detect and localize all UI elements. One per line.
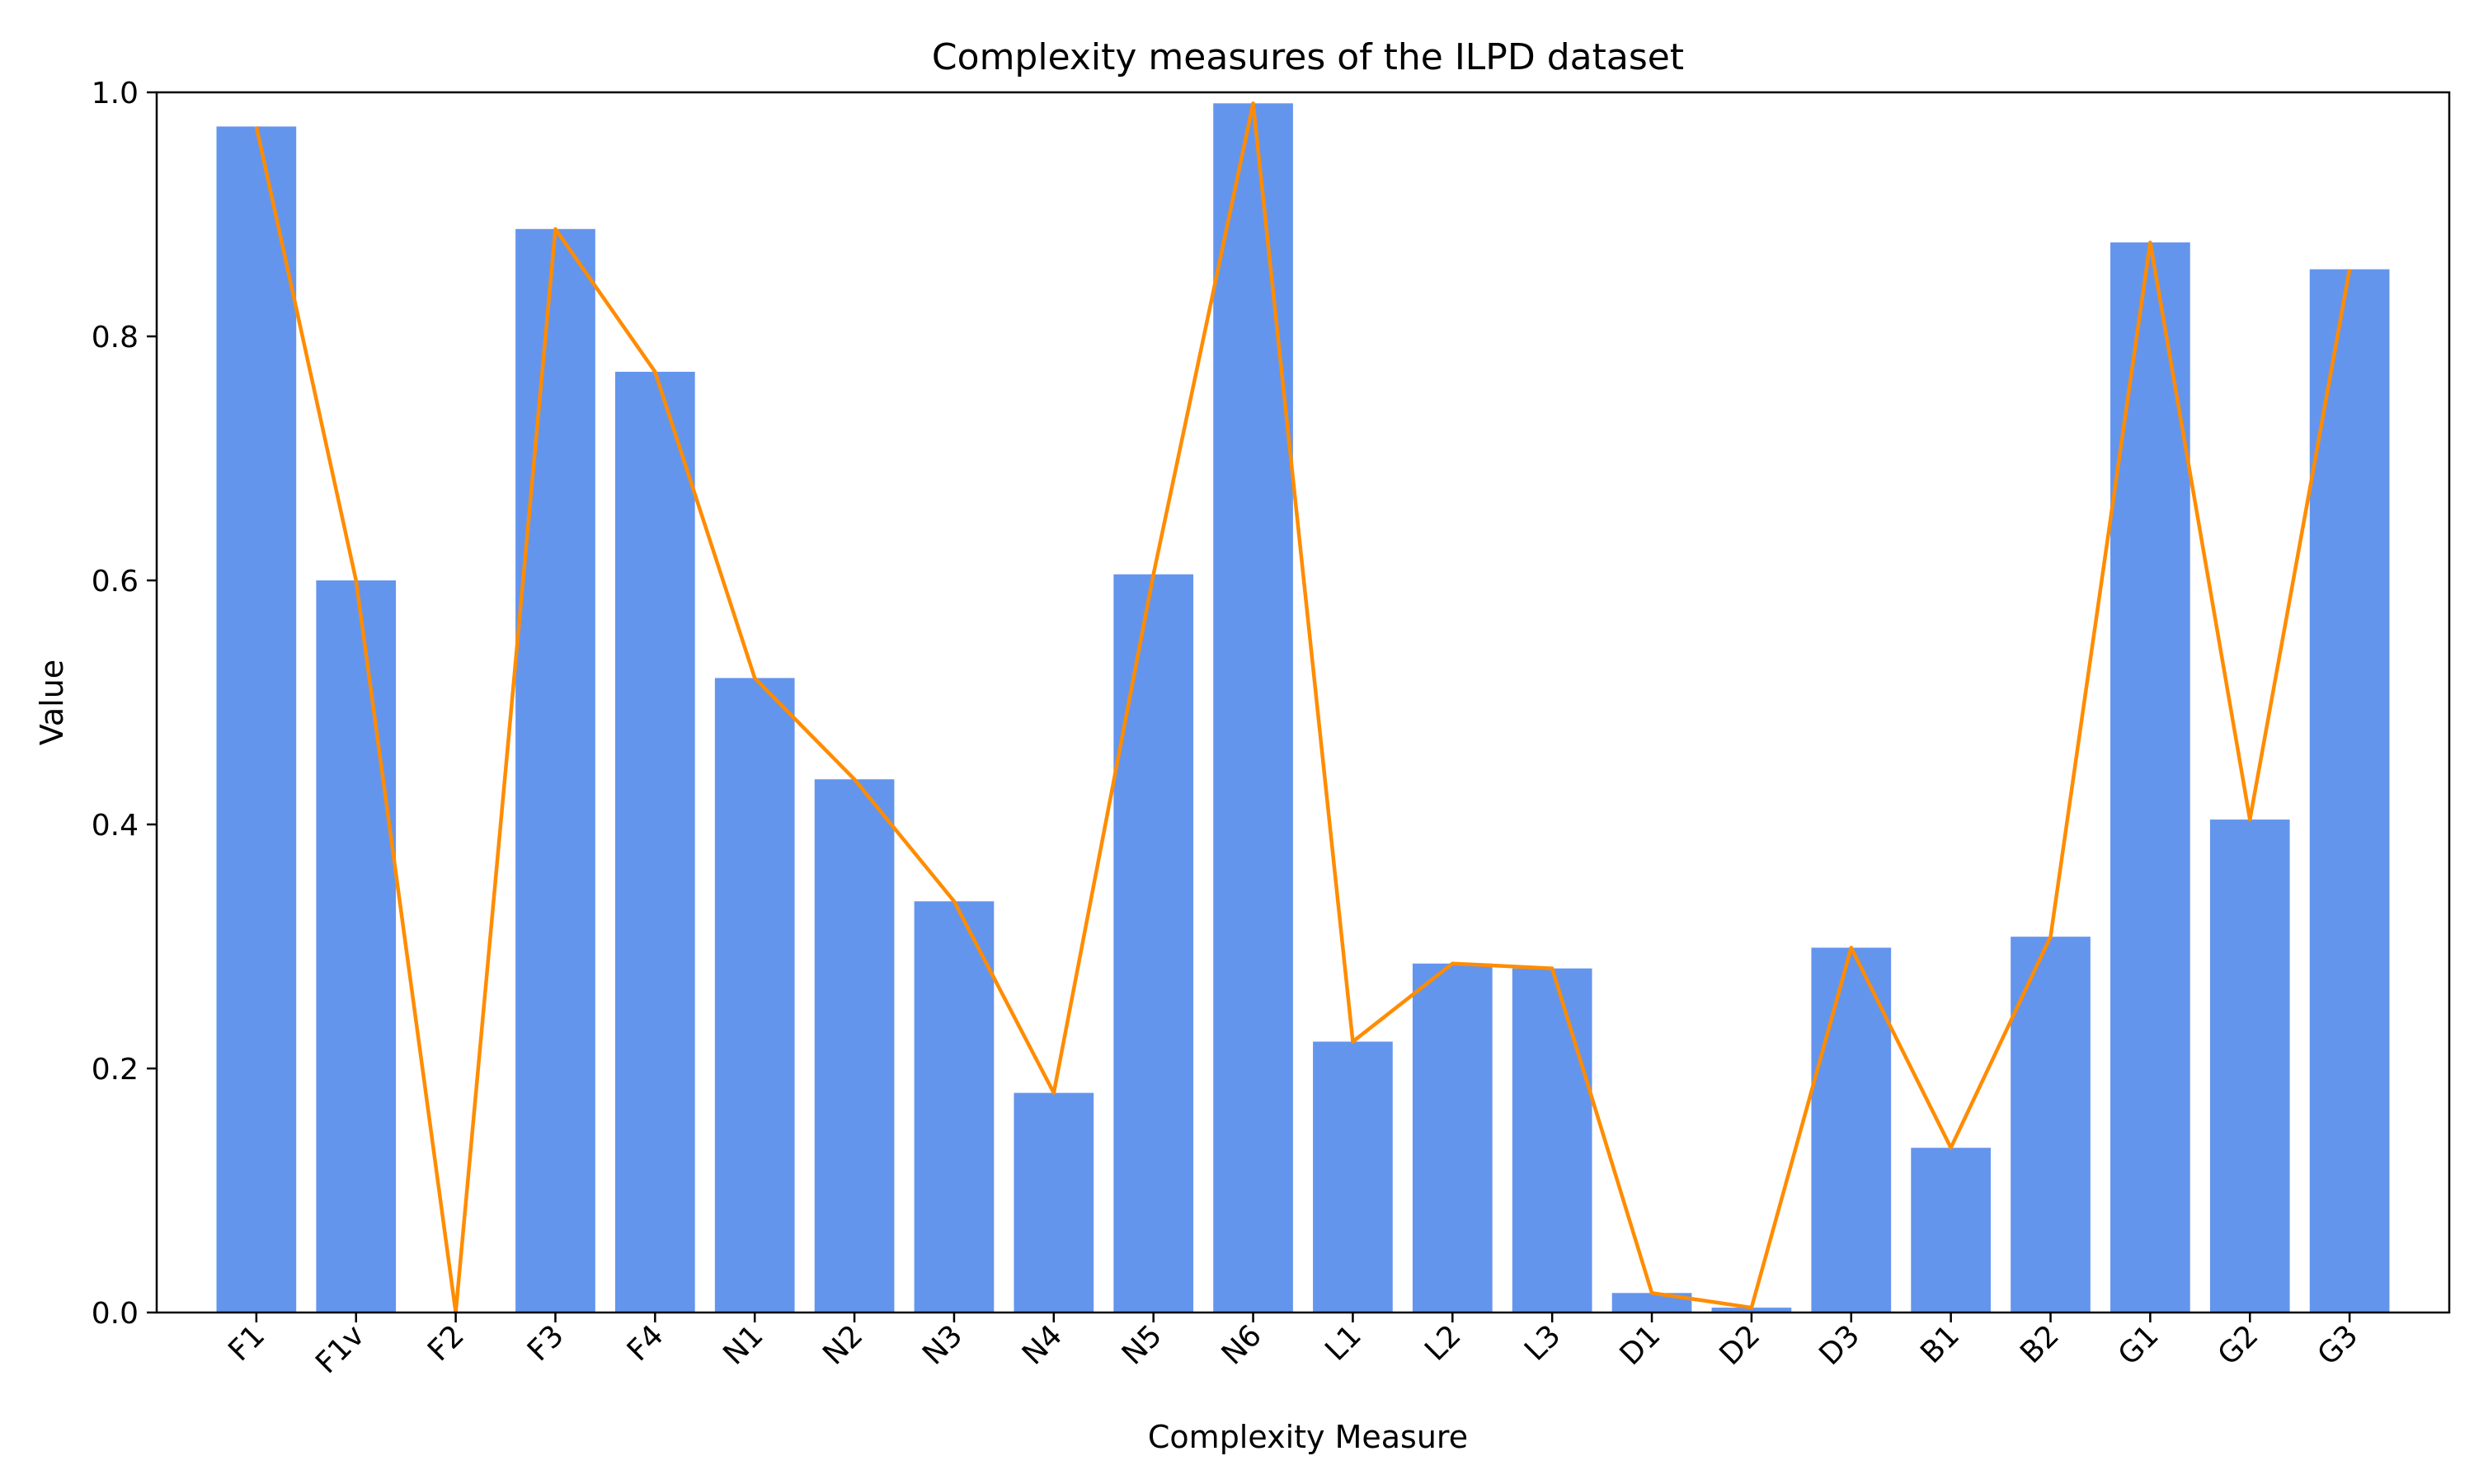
bar-f4 — [615, 371, 695, 1313]
y-tick-label: 0.4 — [92, 809, 139, 843]
x-tick-label: F1 — [222, 1318, 271, 1368]
bar-d1 — [1611, 1293, 1692, 1313]
x-tick-label: N3 — [916, 1318, 969, 1371]
plot-frame — [155, 91, 2451, 1314]
x-tick-label: L3 — [1518, 1318, 1567, 1367]
bar-n1 — [714, 678, 795, 1313]
x-tick-label: N5 — [1116, 1318, 1169, 1371]
x-tick-label: G2 — [2212, 1318, 2265, 1372]
x-tick-label: N4 — [1016, 1318, 1069, 1371]
x-tick-label: D3 — [1813, 1318, 1866, 1372]
x-tick-label: F4 — [621, 1318, 670, 1368]
x-tick-label: N2 — [816, 1318, 869, 1371]
bar-n5 — [1113, 574, 1194, 1313]
x-tick-label: L1 — [1319, 1318, 1367, 1367]
bar-b1 — [1911, 1148, 1991, 1313]
series-line — [254, 101, 2352, 1315]
bar-f1 — [216, 126, 297, 1313]
x-tick-label: N6 — [1216, 1318, 1268, 1371]
x-tick-label: L2 — [1418, 1318, 1467, 1367]
y-tick-label: 0.8 — [92, 321, 139, 355]
y-tick-label: 0.6 — [92, 565, 139, 599]
bar-n6 — [1213, 103, 1293, 1313]
bar-n4 — [1014, 1092, 1094, 1313]
x-tick-label: B2 — [2014, 1318, 2066, 1370]
bar-f3 — [515, 228, 595, 1313]
x-tick-label: F3 — [521, 1318, 571, 1368]
bar-g2 — [2209, 819, 2290, 1313]
bars-group — [216, 103, 2390, 1313]
y-tick-label: 1.0 — [92, 77, 139, 110]
x-tick-label: F1v — [309, 1318, 371, 1380]
bar-l2 — [1412, 963, 1493, 1313]
bar-n3 — [914, 901, 995, 1313]
bar-l3 — [1512, 968, 1592, 1313]
y-axis: 0.0 0.2 0.4 0.6 0.8 1.0 — [92, 77, 157, 1331]
bar-b2 — [2011, 937, 2091, 1313]
bar-l1 — [1313, 1041, 1393, 1313]
bar-n2 — [814, 779, 895, 1313]
bar-d3 — [1811, 947, 1892, 1313]
y-tick-label: 0.0 — [92, 1297, 139, 1331]
x-axis: F1 F1v F2 F3 F4 N1 N2 N3 N4 N5 N6 L1 L2 L3 D1 D2 D3 B1 B2 G… — [222, 1313, 2364, 1380]
bar-g3 — [2309, 269, 2390, 1313]
x-tick-label: D2 — [1713, 1318, 1766, 1372]
y-axis-label: Value — [34, 660, 70, 745]
bar-d2 — [1711, 1308, 1792, 1313]
x-tick-label: D1 — [1614, 1318, 1667, 1372]
x-axis-label: Complexity Measure — [1148, 1419, 1468, 1455]
bar-f1v — [316, 580, 397, 1313]
x-tick-label: G1 — [2112, 1318, 2166, 1372]
y-tick-label: 0.2 — [92, 1053, 139, 1087]
x-tick-label: F2 — [421, 1318, 471, 1368]
chart-title: Complexity measures of the ILPD dataset — [932, 36, 1684, 78]
x-tick-label: N1 — [717, 1318, 769, 1371]
x-tick-label: G3 — [2312, 1318, 2365, 1372]
x-tick-label: B1 — [1914, 1318, 1966, 1370]
